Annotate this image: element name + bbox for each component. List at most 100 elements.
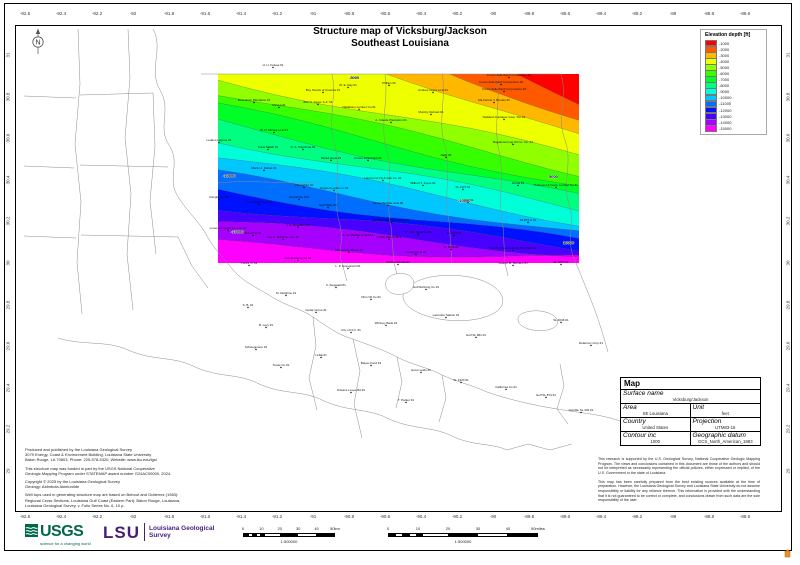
parish-boundary [395, 356, 403, 409]
axis-tick-label: -91.2 [271, 11, 283, 16]
scalebar-segment [260, 534, 265, 536]
scalebar-tick-label: 0 [241, 526, 245, 531]
well-marker [430, 113, 432, 116]
well-marker [273, 131, 275, 134]
well-label: Willard 'A' #1 [244, 231, 262, 235]
legend-title: Elevation depth [ft] [705, 32, 751, 38]
legend-value-label: -13000 [719, 113, 732, 119]
well-marker [255, 348, 257, 351]
axis-tick-label: 29 [5, 468, 11, 474]
well-marker [265, 326, 267, 329]
vendor-logo-mark [784, 549, 791, 558]
contour-line [218, 221, 579, 257]
legend-value-label: -1000 [719, 40, 730, 46]
credits-block: Produced and published by the Louisiana … [25, 447, 200, 511]
parish-boundary [331, 73, 348, 282]
axis-tick-label: -90.2 [451, 514, 463, 519]
well-marker [272, 66, 274, 69]
well-label: Texas Co #1 [273, 363, 290, 367]
well-label: Irrigated Lands Co #1 [320, 186, 349, 190]
well-label: SL 5607 #1 [553, 260, 569, 264]
axis-tick-label: -91.4 [235, 514, 247, 519]
well-label: Gulf Refining Co #1 [413, 285, 440, 289]
well-label: J. A. Willard et al #1 [246, 200, 273, 204]
well-marker [252, 234, 254, 237]
well-label: Ledano Lagune #1 [206, 138, 231, 142]
disclaimer-paragraph: This research is supported by the U.S. G… [598, 457, 760, 476]
axis-tick-label: 29.2 [785, 425, 791, 434]
well-label: Humble SL 332 #1 [569, 408, 594, 412]
well-label: Orleans Levee Bd #1 [337, 388, 366, 392]
well-label: Gulf SL 981 #1 [466, 333, 486, 337]
parish-boundary [556, 363, 569, 425]
well-label: Denila Farms Co #1 [285, 256, 312, 260]
title-line-1: Structure map of Vicksburg/Jackson [313, 26, 487, 37]
axis-tick-label: -92.4 [55, 514, 67, 519]
axis-tick-label: -89.8 [523, 11, 535, 16]
well-label: F. Siegwald #1 [326, 283, 346, 287]
axis-tick-label: -92.2 [91, 514, 103, 519]
disclaimer-block: This research is supported by the U.S. G… [598, 457, 760, 507]
scalebar-segment [415, 534, 424, 536]
contour-line [218, 95, 579, 177]
axis-tick-label: -91.6 [199, 11, 211, 16]
well-label: Ma Fannie T. Brooks #1 [478, 98, 510, 102]
well-label: Joseph M. Menaco #1 [498, 261, 528, 265]
well-marker [302, 148, 304, 151]
well-label: LL&E #1 [315, 353, 327, 357]
axis-tick-label: -91.2 [271, 514, 283, 519]
scalebar-segment [507, 534, 537, 536]
axis-tick-label: -92.4 [55, 11, 67, 16]
scalebar-miles: 0 10 20 30 40 50miles 1:500000 [387, 526, 545, 544]
legend-value-label: -15000 [719, 125, 732, 131]
well-label: Lacombe Station #1 [433, 313, 460, 317]
well-label: T. Parker #1 [398, 398, 415, 402]
parish-boundary [149, 92, 157, 255]
well-marker [387, 204, 389, 207]
scalebar-segment [389, 534, 397, 536]
legend-value-label: -11000 [719, 101, 732, 107]
north-arrow-icon: N [32, 28, 44, 54]
well-label: J. R. Rogelson #1 [286, 223, 310, 227]
credit-paragraph: Produced and published by the Louisiana … [25, 447, 158, 463]
contour-line [218, 189, 579, 239]
axis-tick-label: -90.2 [451, 11, 463, 16]
well-marker [247, 306, 249, 309]
well-marker [350, 391, 352, 394]
axis-tick-label: -88.6 [739, 11, 751, 16]
axis-tick-label: 30 [5, 260, 11, 266]
scalebar-tick-label: 20 [277, 526, 283, 531]
well-marker [388, 238, 390, 241]
depth-band [218, 221, 579, 258]
well-marker [450, 248, 452, 251]
contour-value-label: -10000 [223, 173, 236, 178]
axis-tick-label: 30.4 [785, 175, 791, 185]
depth-band [218, 157, 579, 231]
well-label: Carlos Houska #1 [386, 260, 410, 264]
contour-value-label: -15000 [231, 229, 244, 234]
well-marker [317, 103, 319, 106]
contour-line [516, 74, 579, 105]
well-marker [512, 264, 514, 267]
well-marker [218, 198, 220, 201]
well-label: Whitney Bank #1 [375, 321, 398, 325]
well-label: Hammond Oil & Gas Co. #1 [364, 176, 402, 180]
well-label: Murphy Rebowl #1 [418, 110, 443, 114]
well-label: Rosedown Plantation #1 [238, 98, 271, 102]
depth-band [218, 142, 579, 227]
scalebar-km-ratio: 1:500000 [280, 538, 298, 544]
surface-name-value: Vicksburg/Jackson [672, 397, 709, 402]
well-marker [555, 186, 557, 189]
parish-boundary [496, 73, 509, 277]
scalebar-kilometers: 0 10 20 30 40 50km 1:500000 [241, 526, 340, 544]
well-label: Nally #1 [441, 153, 452, 157]
axis-tick-label: 29.8 [785, 300, 791, 309]
contour-line [218, 210, 579, 252]
well-label: L. P. Graugnard #1 [335, 264, 360, 268]
well-marker [560, 321, 562, 324]
scalebar-tick-label: 30 [295, 526, 301, 531]
well-label: Earl Miller #1 [319, 203, 337, 207]
well-label: Lones & Dreight Co. Inc. #2 [210, 226, 247, 230]
contour-value-label: -10000 [458, 198, 471, 203]
axis-tick-label: 29.6 [785, 341, 791, 351]
